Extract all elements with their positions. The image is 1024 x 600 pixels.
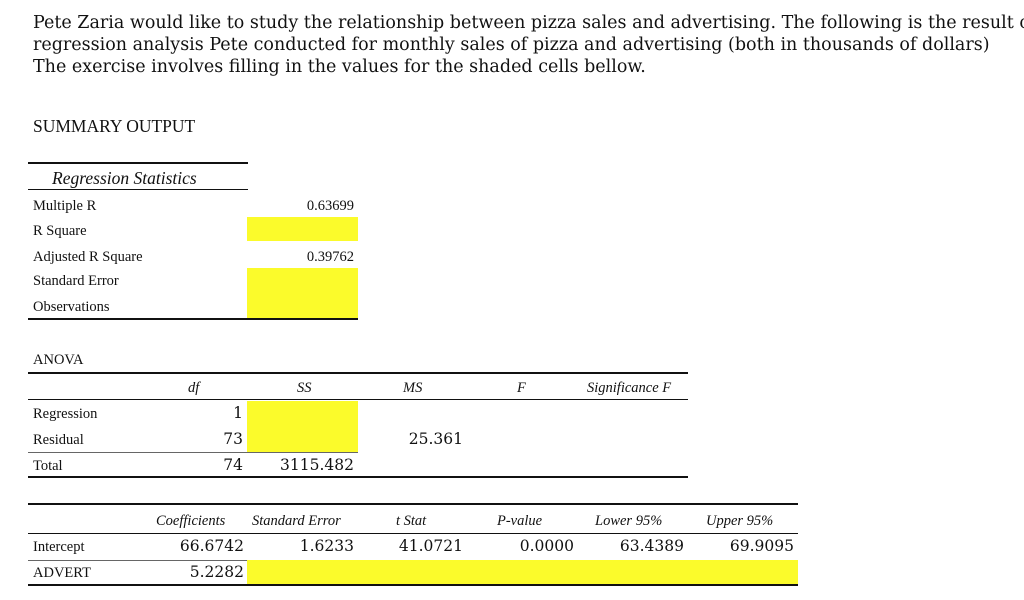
coef-value-advert: 5.2282: [189, 563, 244, 581]
anova-header-ms: MS: [403, 380, 423, 396]
coef-header-standard-error: Standard Error: [252, 513, 341, 529]
coef-top-rule: [28, 503, 798, 505]
anova-header-df: df: [188, 380, 200, 396]
anova-df-total: 74: [223, 456, 243, 474]
stat-label-standard-error: Standard Error: [33, 273, 119, 289]
intro-line-1: Pete Zaria would like to study the relat…: [33, 13, 1024, 33]
anova-header-ss: SS: [297, 380, 312, 396]
anova-header-rule: [28, 399, 688, 400]
anova-ms-residual: 25.361: [408, 430, 463, 448]
coef-header-upper-95: Upper 95%: [706, 513, 774, 529]
anova-ss-total: 3115.482: [280, 456, 354, 474]
regression-statistics-header: Regression Statistics: [52, 168, 197, 188]
coef-header-rule: [28, 533, 798, 534]
shaded-cell-r-square[interactable]: [247, 217, 358, 241]
table-bottom-rule: [28, 318, 358, 320]
anova-df-residual: 73: [223, 430, 243, 448]
intro-line-2: regression analysis Pete conducted for m…: [33, 35, 990, 55]
shaded-cell-anova-ss[interactable]: [247, 401, 358, 452]
shaded-cell-stderr-observations[interactable]: [247, 268, 358, 318]
stat-label-multiple-r: Multiple R: [33, 198, 97, 214]
coef-header-lower-95: Lower 95%: [595, 513, 663, 529]
anova-label-regression: Regression: [33, 406, 98, 422]
coef-p-intercept: 0.0000: [519, 537, 574, 555]
coef-upper-intercept: 69.9095: [729, 537, 794, 555]
coef-label-intercept: Intercept: [33, 539, 85, 555]
intro-text: Pete Zaria would like to study the relat…: [33, 12, 1024, 78]
coef-t-intercept: 41.0721: [398, 537, 463, 555]
anova-bottom-rule: [28, 476, 688, 478]
summary-title: SUMMARY OUTPUT: [33, 116, 196, 136]
header-rule: [28, 189, 248, 190]
stat-value-adjusted-r-square: 0.39762: [306, 249, 354, 265]
shaded-cells-advert[interactable]: [247, 560, 798, 585]
anova-title: ANOVA: [33, 352, 84, 368]
coef-row-rule: [28, 560, 248, 561]
anova-df-regression: 1: [233, 404, 243, 422]
coef-header-p-value: P-value: [497, 513, 543, 529]
coef-bottom-rule: [28, 584, 798, 586]
anova-top-rule: [28, 372, 688, 374]
coef-value-intercept: 66.6742: [179, 537, 244, 555]
anova-total-rule: [28, 452, 358, 453]
coef-header-coefficients: Coefficients: [156, 513, 226, 529]
stat-label-observations: Observations: [33, 299, 110, 315]
stat-label-adjusted-r-square: Adjusted R Square: [33, 249, 143, 265]
stat-label-r-square: R Square: [33, 223, 87, 239]
coef-se-intercept: 1.6233: [299, 537, 354, 555]
anova-header-significance-f: Significance F: [587, 380, 672, 396]
coef-label-advert: ADVERT: [33, 565, 91, 581]
anova-label-residual: Residual: [33, 432, 84, 448]
anova-header-f: F: [517, 380, 526, 396]
coef-lower-intercept: 63.4389: [619, 537, 684, 555]
table-top-rule: [28, 162, 248, 164]
anova-label-total: Total: [33, 458, 63, 474]
coef-header-t-stat: t Stat: [396, 513, 427, 529]
intro-line-3: The exercise involves filling in the val…: [33, 57, 646, 77]
stat-value-multiple-r: 0.63699: [306, 198, 354, 214]
